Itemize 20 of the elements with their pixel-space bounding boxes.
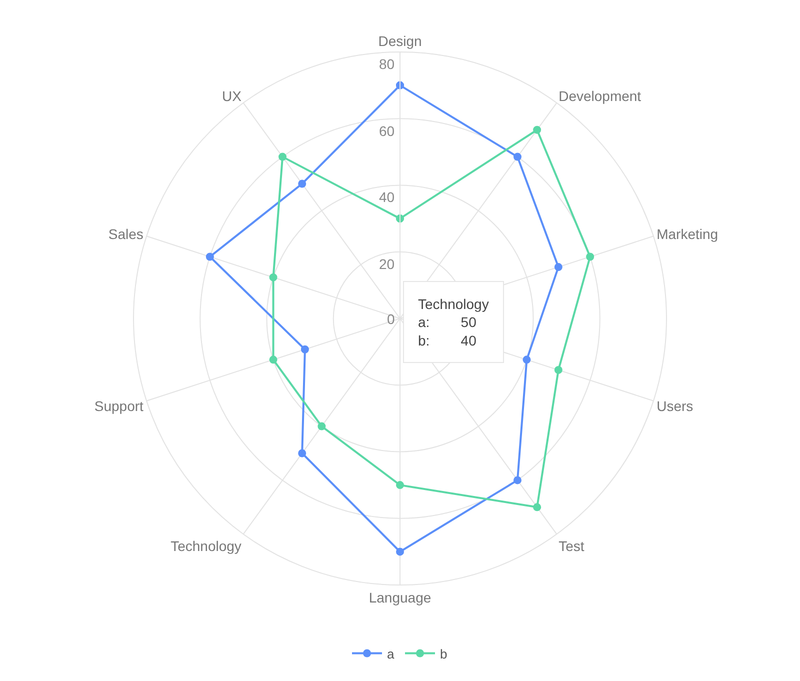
spoke-label: Development — [558, 88, 642, 104]
y-tick-label: 0 — [387, 311, 395, 327]
spoke-label: UX — [222, 88, 242, 104]
spoke-label: Test — [558, 538, 584, 554]
spoke-label: Technology — [170, 538, 242, 554]
spoke-label: Language — [368, 589, 432, 606]
y-tick-label: 60 — [379, 123, 395, 139]
spoke-label: Users — [656, 398, 694, 414]
spoke-label: Design — [378, 32, 422, 49]
spoke-label: Marketing — [656, 226, 718, 242]
spoke-label: Sales — [108, 226, 144, 242]
legend-label: b — [440, 646, 448, 662]
text: Technology — [418, 296, 489, 312]
y-tick-label: 20 — [379, 256, 395, 272]
legend-label: a — [387, 646, 395, 662]
y-tick-label: 40 — [379, 189, 395, 205]
text: a: 50 — [418, 314, 477, 330]
text: b: 40 — [418, 332, 477, 348]
y-tick-label: 80 — [379, 56, 395, 72]
spoke-label: Support — [94, 398, 144, 414]
